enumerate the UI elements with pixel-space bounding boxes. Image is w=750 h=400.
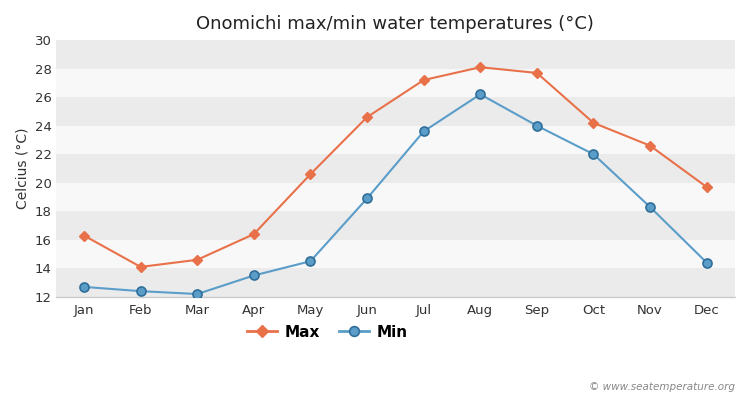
Y-axis label: Celcius (°C): Celcius (°C) (15, 128, 29, 209)
Legend: Max, Min: Max, Min (241, 318, 414, 346)
Title: Onomichi max/min water temperatures (°C): Onomichi max/min water temperatures (°C) (196, 15, 594, 33)
Bar (56, 69, 735, 97)
Bar (56, 126, 735, 154)
Bar (56, 211, 735, 240)
Bar (56, 240, 735, 268)
Bar (56, 40, 735, 69)
Bar (56, 154, 735, 183)
Bar (56, 97, 735, 126)
Bar (56, 268, 735, 297)
Text: © www.seatemperature.org: © www.seatemperature.org (589, 382, 735, 392)
Bar (56, 183, 735, 211)
